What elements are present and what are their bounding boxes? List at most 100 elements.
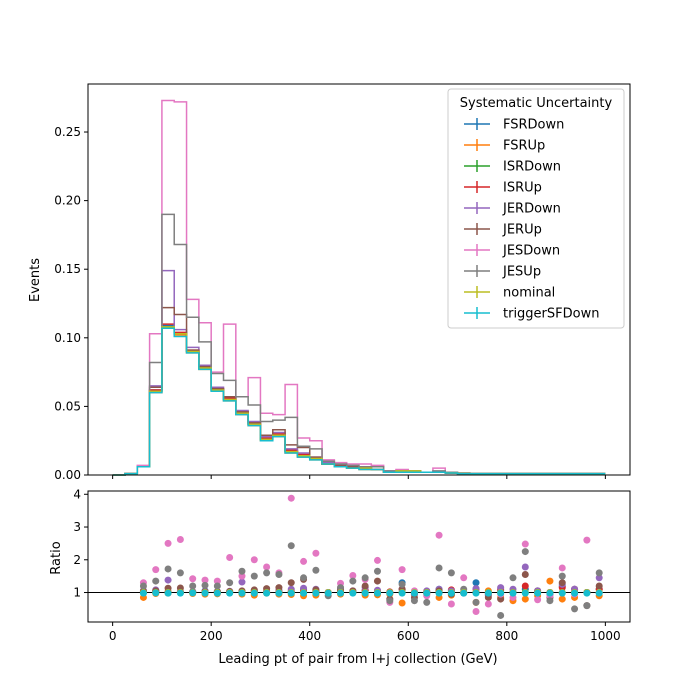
top-y-tick-label: 0.05: [54, 399, 81, 413]
ratio-series-group: [139, 494, 603, 619]
ratio-point-JESDown: [373, 556, 381, 564]
ratio-point-triggerSFDown: [373, 589, 381, 597]
ratio-point-FSRUp: [546, 577, 554, 585]
ratio-point-JESDown: [349, 571, 357, 579]
ratio-point-JESDown: [558, 564, 566, 572]
ratio-point-JESUp: [300, 574, 308, 582]
ratio-x-tick-label: 400: [298, 629, 321, 643]
ratio-point-JESUp: [398, 580, 406, 588]
top-x-ticks: [112, 475, 606, 479]
ratio-point-triggerSFDown: [460, 589, 468, 597]
ratio-point-triggerSFDown: [361, 589, 369, 597]
ratio-point-triggerSFDown: [238, 589, 246, 597]
ratio-point-JESUp: [386, 597, 394, 605]
ratio-y-tick-label: 1: [73, 586, 81, 600]
legend-label-JESDown: JESDown: [502, 244, 560, 259]
legend-label-ISRUp: ISRUp: [503, 181, 542, 196]
ratio-point-triggerSFDown: [386, 589, 394, 597]
ratio-point-JERDown: [164, 576, 172, 584]
ratio-point-FSRUp: [521, 595, 529, 603]
ratio-point-triggerSFDown: [189, 589, 197, 597]
ratio-point-JESDown: [250, 556, 258, 564]
ratio-point-JESDown: [152, 566, 160, 574]
top-axes-frame: [87, 83, 631, 476]
ratio-point-FSRDown: [472, 579, 480, 587]
ratio-point-JESDown: [213, 577, 221, 585]
ratio-point-JESDown: [287, 494, 295, 502]
ratio-point-triggerSFDown: [250, 589, 258, 597]
top-y-tick-label: 0.20: [54, 194, 81, 208]
ratio-point-JESUp: [312, 566, 320, 574]
ratio-point-JESUp: [571, 605, 579, 613]
ratio-point-FSRUp: [398, 599, 406, 607]
legend-label-nominal: nominal: [503, 286, 555, 301]
ratio-y-ticks: 1 2 3 4: [73, 487, 88, 600]
ratio-point-JESDown: [398, 566, 406, 574]
top-plot-panel: 0.00 0.05 0.10 0.15 0.20 0.25 Events: [28, 83, 631, 482]
ratio-point-JESDown: [263, 563, 271, 571]
ratio-point-JERDown: [238, 578, 246, 586]
ratio-point-JESDown: [189, 575, 197, 583]
ratio-point-JERDown: [497, 584, 505, 592]
legend-label-triggerSFDown: triggerSFDown: [503, 307, 599, 322]
top-series-group: [112, 99, 606, 476]
ratio-point-JESDown: [534, 596, 542, 604]
ratio-point-JERUp: [287, 579, 295, 587]
ratio-point-JERDown: [521, 563, 529, 571]
ratio-point-JESDown: [472, 608, 480, 616]
top-y-axis-label: Events: [28, 258, 43, 302]
ratio-point-JESUp: [263, 569, 271, 577]
ratio-y-axis-label: Ratio: [49, 541, 64, 574]
legend-label-FSRUp: FSRUp: [503, 139, 545, 154]
legend-label-JERDown: JERDown: [502, 202, 561, 217]
ratio-point-triggerSFDown: [595, 589, 603, 597]
ratio-point-JESUp: [139, 582, 147, 590]
ratio-point-JESUp: [164, 565, 172, 573]
ratio-x-ticks: 0 200 400 600 800 1000: [109, 622, 621, 643]
ratio-point-JESDown: [300, 557, 308, 565]
ratio-point-JESUp: [213, 582, 221, 590]
ratio-point-JESDown: [583, 536, 591, 544]
ratio-point-triggerSFDown: [497, 589, 505, 597]
top-y-ticks: 0.00 0.05 0.10 0.15 0.20 0.25: [54, 125, 88, 482]
ratio-point-triggerSFDown: [201, 589, 209, 597]
ratio-point-JESDown: [447, 600, 455, 608]
ratio-point-JESUp: [201, 581, 209, 589]
ratio-point-triggerSFDown: [139, 589, 147, 597]
ratio-x-tick-label: 800: [495, 629, 518, 643]
ratio-point-triggerSFDown: [423, 589, 431, 597]
ratio-point-triggerSFDown: [275, 589, 283, 597]
ratio-point-JESUp: [509, 574, 517, 582]
legend-label-JESUp: JESUp: [502, 265, 541, 280]
ratio-point-JESDown: [312, 549, 320, 557]
ratio-point-triggerSFDown: [472, 589, 480, 597]
ratio-point-triggerSFDown: [312, 589, 320, 597]
ratio-point-JESDown: [521, 540, 529, 548]
ratio-x-tick-label: 1000: [590, 629, 621, 643]
ratio-point-triggerSFDown: [583, 589, 591, 597]
ratio-point-JESUp: [337, 584, 345, 592]
legend-box: [447, 88, 625, 329]
legend-items: FSRDown FSRUp ISRDown ISRUp JERDown JERUp JESD…: [464, 118, 599, 322]
ratio-point-JERDown: [595, 574, 603, 582]
ratio-point-JESUp: [176, 569, 184, 577]
ratio-point-JESUp: [546, 597, 554, 605]
ratio-point-JESUp: [152, 577, 160, 585]
ratio-y-tick-label: 4: [73, 487, 81, 501]
ratio-point-JESDown: [164, 539, 172, 547]
ratio-point-triggerSFDown: [546, 589, 554, 597]
ratio-point-JESDown: [484, 600, 492, 608]
ratio-point-triggerSFDown: [558, 589, 566, 597]
ratio-point-triggerSFDown: [164, 589, 172, 597]
ratio-point-JESUp: [250, 572, 258, 580]
ratio-point-JESUp: [349, 577, 357, 585]
legend-label-ISRDown: ISRDown: [503, 160, 561, 175]
top-y-tick-label: 0.15: [54, 262, 81, 276]
ratio-point-JESUp: [226, 579, 234, 587]
ratio-point-triggerSFDown: [571, 589, 579, 597]
ratio-y-tick-label: 3: [73, 520, 81, 534]
ratio-point-JESUp: [521, 548, 529, 556]
ratio-point-triggerSFDown: [300, 589, 308, 597]
ratio-point-JERUp: [361, 582, 369, 590]
